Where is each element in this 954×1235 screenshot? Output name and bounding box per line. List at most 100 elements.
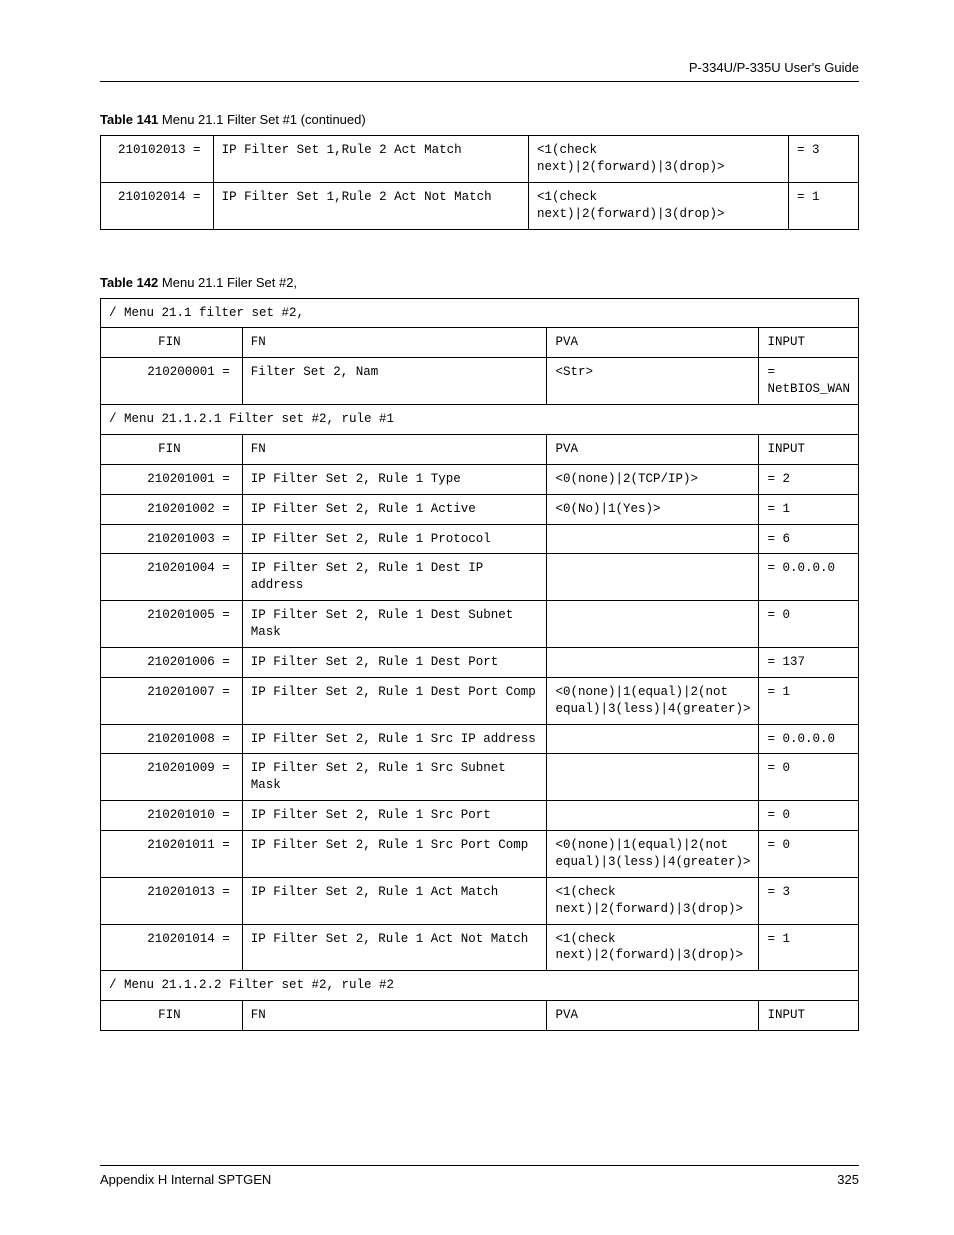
cell-input: = 0 — [759, 754, 859, 801]
cell-pva — [547, 601, 759, 648]
cell-fin: 210201011 = — [101, 831, 243, 878]
cell-pva: <0(none)|1(equal)|2(not equal)|3(less)|4… — [547, 831, 759, 878]
cell-fin: 210201013 = — [101, 877, 243, 924]
cell-fn: IP Filter Set 1,Rule 2 Act Match — [213, 136, 528, 183]
col-pva-header: PVA — [547, 328, 759, 358]
cell-fn: IP Filter Set 2, Rule 1 Src Subnet Mask — [242, 754, 547, 801]
cell-input: = 3 — [759, 877, 859, 924]
cell-fn: IP Filter Set 2, Rule 1 Protocol — [242, 524, 547, 554]
table-row: 210102013 = IP Filter Set 1,Rule 2 Act M… — [101, 136, 859, 183]
col-pva-header: PVA — [547, 1001, 759, 1031]
table141-caption-bold: Table 141 — [100, 112, 158, 127]
col-input-header: INPUT — [759, 328, 859, 358]
cell-fin: 210201004 = — [101, 554, 243, 601]
cell-fn: IP Filter Set 2, Rule 1 Src Port — [242, 801, 547, 831]
cell-input: = 1 — [759, 924, 859, 971]
cell-fn: IP Filter Set 2, Rule 1 Dest Port — [242, 647, 547, 677]
cell-pva — [547, 754, 759, 801]
cell-fn: IP Filter Set 2, Rule 1 Act Not Match — [242, 924, 547, 971]
section-text: / Menu 21.1.2.2 Filter set #2, rule #2 — [101, 971, 859, 1001]
table141-caption-rest: Menu 21.1 Filter Set #1 (continued) — [158, 112, 365, 127]
cell-pva: <1(check next)|2(forward)|3(drop)> — [528, 182, 788, 229]
col-fin-header: FIN — [101, 1001, 243, 1031]
col-fin-header: FIN — [101, 328, 243, 358]
cell-pva: <1(check next)|2(forward)|3(drop)> — [547, 877, 759, 924]
table-row: 210201010 = IP Filter Set 2, Rule 1 Src … — [101, 801, 859, 831]
table-row: 210102014 = IP Filter Set 1,Rule 2 Act N… — [101, 182, 859, 229]
cell-pva: <0(none)|2(TCP/IP)> — [547, 464, 759, 494]
cell-input: = 3 — [789, 136, 859, 183]
table142: / Menu 21.1 filter set #2, FIN FN PVA IN… — [100, 298, 859, 1032]
table-row: 210201009 = IP Filter Set 2, Rule 1 Src … — [101, 754, 859, 801]
cell-fn: Filter Set 2, Nam — [242, 358, 547, 405]
cell-input: = 2 — [759, 464, 859, 494]
cell-pva: <Str> — [547, 358, 759, 405]
cell-pva: <1(check next)|2(forward)|3(drop)> — [547, 924, 759, 971]
cell-fin: 210201010 = — [101, 801, 243, 831]
cell-pva: <0(none)|1(equal)|2(not equal)|3(less)|4… — [547, 677, 759, 724]
cell-fin: 210200001 = — [101, 358, 243, 405]
table-row: 210201003 = IP Filter Set 2, Rule 1 Prot… — [101, 524, 859, 554]
table-row: 210201011 = IP Filter Set 2, Rule 1 Src … — [101, 831, 859, 878]
page-footer: Appendix H Internal SPTGEN 325 — [100, 1165, 859, 1187]
cell-fin: 210102014 = — [101, 182, 214, 229]
cell-pva: <1(check next)|2(forward)|3(drop)> — [528, 136, 788, 183]
col-fn-header: FN — [242, 1001, 547, 1031]
table-row: 210201001 = IP Filter Set 2, Rule 1 Type… — [101, 464, 859, 494]
cell-input: = 0.0.0.0 — [759, 724, 859, 754]
cell-pva — [547, 554, 759, 601]
table-row: 210200001 = Filter Set 2, Nam <Str> = Ne… — [101, 358, 859, 405]
col-fin-header: FIN — [101, 434, 243, 464]
table142-caption: Table 142 Menu 21.1 Filer Set #2, — [100, 275, 859, 290]
col-input-header: INPUT — [759, 1001, 859, 1031]
cell-fin: 210201008 = — [101, 724, 243, 754]
cell-input: = NetBIOS_WAN — [759, 358, 859, 405]
table142-caption-bold: Table 142 — [100, 275, 158, 290]
table-row: 210201004 = IP Filter Set 2, Rule 1 Dest… — [101, 554, 859, 601]
cell-fin: 210201014 = — [101, 924, 243, 971]
page-header: P-334U/P-335U User's Guide — [100, 60, 859, 82]
section-header: / Menu 21.1.2.1 Filter set #2, rule #1 — [101, 405, 859, 435]
cell-pva — [547, 647, 759, 677]
cell-pva — [547, 724, 759, 754]
cell-fin: 210201002 = — [101, 494, 243, 524]
section-text: / Menu 21.1.2.1 Filter set #2, rule #1 — [101, 405, 859, 435]
footer-left: Appendix H Internal SPTGEN — [100, 1172, 271, 1187]
cell-pva: <0(No)|1(Yes)> — [547, 494, 759, 524]
cell-input: = 1 — [759, 677, 859, 724]
footer-right: 325 — [837, 1172, 859, 1187]
cell-fin: 210201003 = — [101, 524, 243, 554]
table-row: 210201005 = IP Filter Set 2, Rule 1 Dest… — [101, 601, 859, 648]
header-row: FIN FN PVA INPUT — [101, 434, 859, 464]
cell-input: = 0 — [759, 601, 859, 648]
section-text: / Menu 21.1 filter set #2, — [101, 298, 859, 328]
guide-title: P-334U/P-335U User's Guide — [689, 60, 859, 75]
cell-fin: 210201001 = — [101, 464, 243, 494]
col-fn-header: FN — [242, 328, 547, 358]
cell-input: = 1 — [759, 494, 859, 524]
cell-fin: 210201007 = — [101, 677, 243, 724]
table-row: 210201008 = IP Filter Set 2, Rule 1 Src … — [101, 724, 859, 754]
cell-input: = 0.0.0.0 — [759, 554, 859, 601]
cell-input: = 6 — [759, 524, 859, 554]
table141: 210102013 = IP Filter Set 1,Rule 2 Act M… — [100, 135, 859, 230]
cell-fin: 210201009 = — [101, 754, 243, 801]
cell-input: = 0 — [759, 801, 859, 831]
header-row: FIN FN PVA INPUT — [101, 1001, 859, 1031]
table142-caption-rest: Menu 21.1 Filer Set #2, — [158, 275, 297, 290]
table-row: 210201007 = IP Filter Set 2, Rule 1 Dest… — [101, 677, 859, 724]
cell-fn: IP Filter Set 2, Rule 1 Src IP address — [242, 724, 547, 754]
cell-fn: IP Filter Set 2, Rule 1 Type — [242, 464, 547, 494]
cell-fn: IP Filter Set 2, Rule 1 Act Match — [242, 877, 547, 924]
cell-fin: 210201005 = — [101, 601, 243, 648]
col-fn-header: FN — [242, 434, 547, 464]
cell-fin: 210201006 = — [101, 647, 243, 677]
cell-fn: IP Filter Set 1,Rule 2 Act Not Match — [213, 182, 528, 229]
header-row: FIN FN PVA INPUT — [101, 328, 859, 358]
cell-fn: IP Filter Set 2, Rule 1 Active — [242, 494, 547, 524]
cell-input: = 1 — [789, 182, 859, 229]
cell-fn: IP Filter Set 2, Rule 1 Dest Port Comp — [242, 677, 547, 724]
cell-pva — [547, 801, 759, 831]
cell-fn: IP Filter Set 2, Rule 1 Dest IP address — [242, 554, 547, 601]
cell-input: = 137 — [759, 647, 859, 677]
